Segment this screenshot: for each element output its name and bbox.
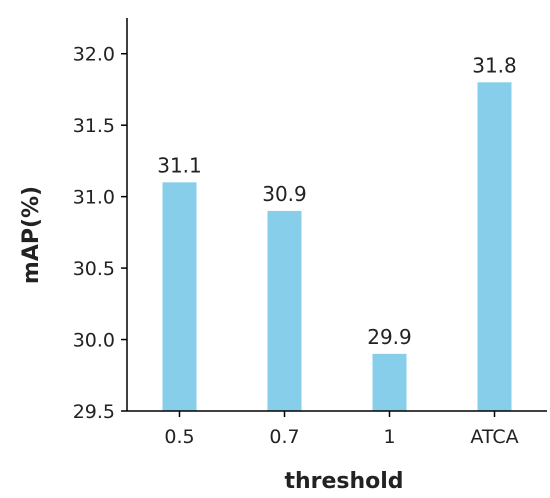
data-label: 30.9 (262, 182, 307, 206)
bar-0-7 (267, 210, 302, 411)
data-label: 29.9 (367, 325, 412, 349)
data-label: 31.1 (157, 153, 202, 177)
bars-group (162, 82, 512, 412)
y-tick-label: 29.5 (73, 401, 115, 423)
x-ticks-group: 0.5 0.7 1 ATCA (164, 411, 519, 448)
y-tick-label: 30.5 (73, 258, 115, 280)
y-ticks-group: 29.5 30.0 30.5 31.0 31.5 32.0 (73, 44, 127, 423)
y-tick-label: 30.0 (73, 330, 115, 352)
y-tick-label: 31.5 (73, 115, 115, 137)
bar-0-5 (162, 182, 197, 411)
y-tick-label: 31.0 (73, 187, 115, 209)
x-axis-title: threshold (284, 469, 403, 494)
bar-atca (477, 82, 512, 412)
y-tick-label: 32.0 (73, 44, 115, 66)
x-tick-label: 0.5 (164, 426, 194, 448)
x-tick-label: 0.7 (269, 426, 299, 448)
bar-1 (372, 353, 407, 411)
y-axis-title: mAP(%) (19, 186, 44, 284)
data-label: 31.8 (472, 53, 517, 77)
x-tick-label: ATCA (470, 426, 518, 448)
x-tick-label: 1 (383, 426, 395, 448)
data-labels-group: 31.1 30.9 29.9 31.8 (157, 53, 517, 349)
